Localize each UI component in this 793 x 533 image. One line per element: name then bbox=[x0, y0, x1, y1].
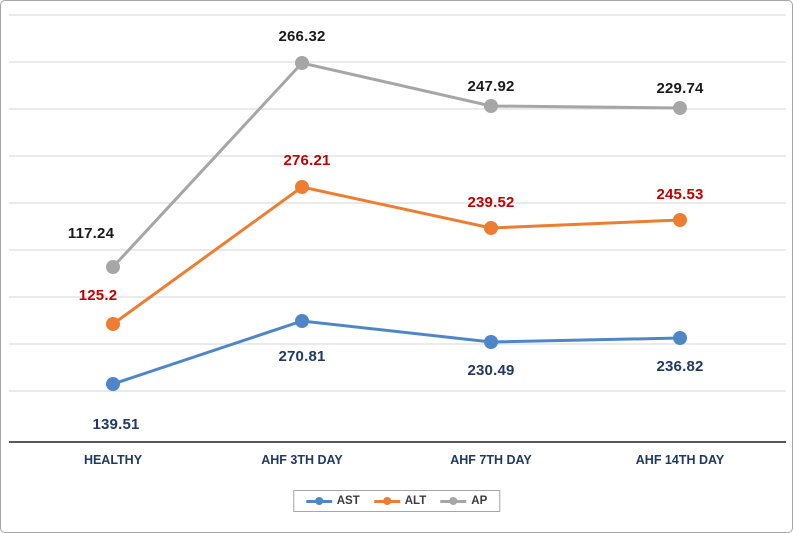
data-label-alt-3thday: 276.21 bbox=[283, 152, 331, 169]
marker-ap-0 bbox=[106, 260, 120, 274]
ast-line-marker-icon bbox=[305, 496, 332, 506]
marker-alt-1 bbox=[295, 180, 309, 194]
marker-ap-2 bbox=[484, 99, 498, 113]
data-label-alt-healthy: 125.2 bbox=[78, 287, 118, 304]
marker-ast-0 bbox=[106, 377, 120, 391]
marker-alt-3 bbox=[673, 213, 687, 227]
chart-legend: AST ALT AP bbox=[292, 490, 501, 512]
ap-line-marker-icon bbox=[440, 496, 467, 506]
category-label-ahf-3th: AHF 3TH DAY bbox=[261, 453, 343, 467]
legend-item-alt: ALT bbox=[373, 495, 427, 507]
legend-item-ast: AST bbox=[305, 495, 360, 507]
data-label-ap-14thday: 229.74 bbox=[656, 80, 704, 97]
marker-ap-3 bbox=[673, 101, 687, 115]
marker-ast-1 bbox=[295, 314, 309, 328]
legend-item-ap: AP bbox=[440, 495, 487, 507]
category-label-healthy: HEALTHY bbox=[83, 453, 143, 467]
data-label-ap-healthy: 117.24 bbox=[67, 225, 115, 242]
data-label-ast-14thday: 236.82 bbox=[656, 358, 704, 375]
marker-alt-2 bbox=[484, 221, 498, 235]
category-label-ahf-7th: AHF 7TH DAY bbox=[450, 453, 532, 467]
data-label-ast-3thday: 270.81 bbox=[278, 348, 326, 365]
data-label-ap-3thday: 266.32 bbox=[278, 28, 326, 45]
legend-label-ap: AP bbox=[471, 495, 488, 507]
legend-label-alt: ALT bbox=[404, 495, 427, 507]
data-label-alt-14thday: 245.53 bbox=[656, 186, 704, 203]
data-label-alt-7thday: 239.52 bbox=[467, 194, 515, 211]
series-line-ast bbox=[112, 319, 681, 386]
data-label-ast-7thday: 230.49 bbox=[467, 362, 515, 379]
marker-ast-2 bbox=[484, 335, 498, 349]
legend-label-ast: AST bbox=[336, 495, 360, 507]
data-label-ap-7thday: 247.92 bbox=[467, 78, 515, 95]
series-line-alt bbox=[112, 185, 681, 326]
marker-alt-0 bbox=[106, 317, 120, 331]
series-line-ap bbox=[111, 61, 681, 269]
data-label-ast-healthy: 139.51 bbox=[92, 416, 140, 433]
marker-ast-3 bbox=[673, 331, 687, 345]
marker-ap-1 bbox=[295, 56, 309, 70]
alt-line-marker-icon bbox=[373, 496, 400, 506]
category-label-ahf-14th: AHF 14TH DAY bbox=[635, 453, 725, 467]
